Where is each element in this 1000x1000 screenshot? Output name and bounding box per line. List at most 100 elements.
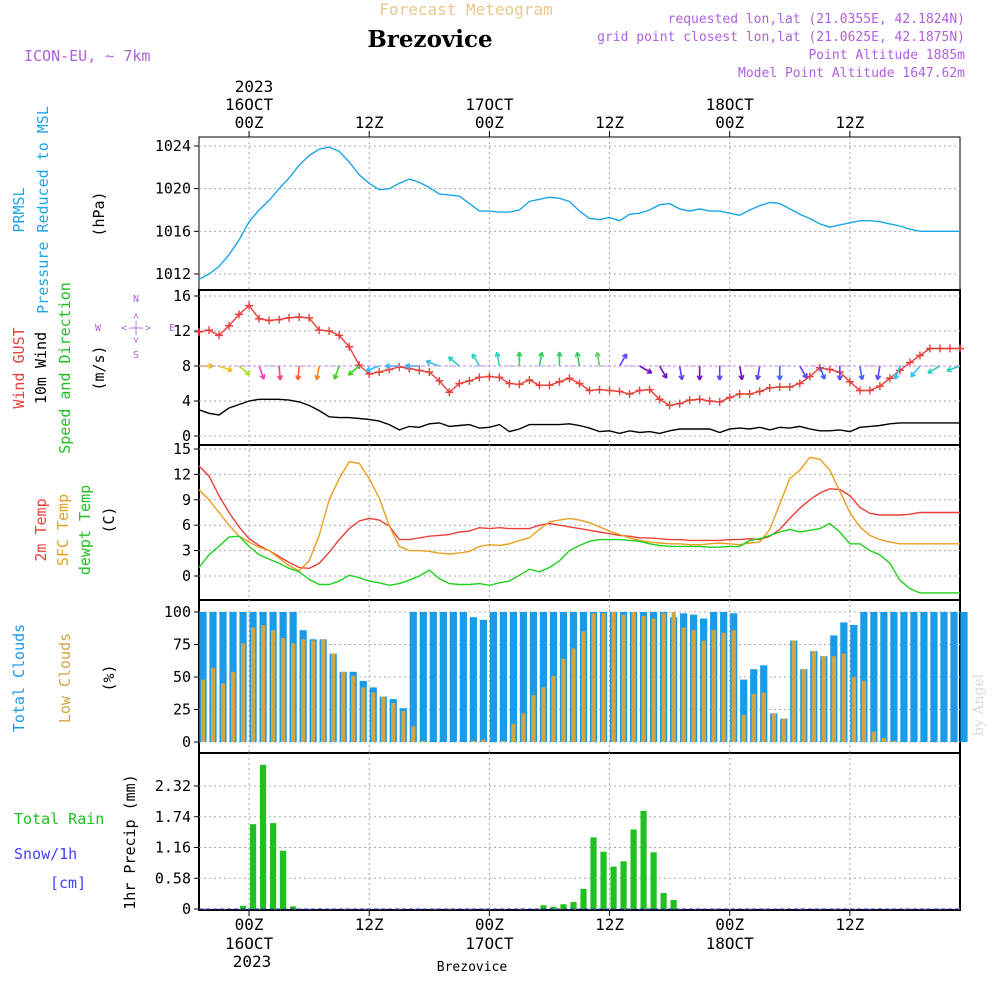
- bar-total-rain: [570, 902, 577, 909]
- wind-arrow: [738, 365, 743, 380]
- gust-marker: [956, 344, 964, 353]
- bar-low-clouds: [411, 726, 416, 742]
- gust-marker: [285, 313, 294, 322]
- ytick-label: 0: [182, 567, 191, 585]
- precip-label-3: [cm]: [50, 874, 86, 892]
- bar-low-clouds: [831, 656, 836, 742]
- bar-total-clouds: [479, 619, 487, 742]
- wind-arrowhead: [893, 374, 900, 380]
- wind-arrow: [448, 356, 460, 367]
- series-line-2m-temp: [198, 465, 960, 570]
- bar-low-clouds: [351, 675, 356, 742]
- bar-total-rain: [670, 899, 677, 909]
- precip-ylabel: 1hr Precip (mm): [121, 774, 139, 909]
- wind-arrowhead: [875, 374, 882, 381]
- bar-low-clouds: [681, 627, 686, 742]
- wind-label-2: 10m Wind: [32, 332, 50, 404]
- gust-marker: [445, 388, 454, 397]
- wind-arrowhead: [314, 374, 321, 381]
- gust-marker: [545, 381, 554, 390]
- bar-low-clouds: [331, 653, 336, 742]
- bar-low-clouds: [321, 639, 326, 742]
- ytick-label: 2.32: [155, 777, 191, 795]
- bar-low-clouds: [621, 614, 626, 742]
- gust-marker: [245, 301, 254, 310]
- point-altitude: Point Altitude 1885m: [808, 48, 965, 63]
- ytick-label: 1024: [155, 137, 191, 155]
- cloud-ylabel: (%): [100, 664, 118, 691]
- wind-arrow: [658, 365, 668, 379]
- wind-arrowhead: [820, 374, 827, 380]
- precip-label-2: Snow/1h: [14, 845, 77, 863]
- gust-marker: [535, 381, 544, 390]
- bar-total-rain: [280, 850, 287, 909]
- gust-marker: [375, 368, 384, 377]
- wind-arrowhead: [494, 351, 501, 358]
- wind-arrowhead: [471, 353, 478, 359]
- wind-arrow: [278, 365, 282, 381]
- wind-arrowhead: [347, 370, 354, 376]
- ytick-label: 1.16: [155, 839, 191, 857]
- gust-marker: [935, 344, 944, 353]
- gust-marker: [435, 376, 444, 385]
- wind-arrowhead: [776, 375, 783, 381]
- gust-marker: [255, 314, 264, 323]
- wind-arrowhead: [556, 351, 563, 357]
- gust-marker: [555, 377, 564, 386]
- gust-marker: [785, 383, 794, 391]
- bar-total-rain: [600, 851, 607, 909]
- bar-total-rain: [239, 905, 247, 909]
- wind-arrowhead: [276, 375, 284, 381]
- bar-low-clouds: [891, 740, 897, 742]
- bar-low-clouds: [291, 643, 296, 742]
- ytick-label: 75: [173, 636, 191, 654]
- ytick-label: 16: [173, 287, 191, 305]
- gust-marker: [215, 331, 224, 340]
- wind-arrowhead: [538, 351, 545, 358]
- bar-total-clouds: [740, 679, 748, 742]
- wind-arrowhead: [425, 359, 432, 366]
- ytick-label: 12: [173, 465, 191, 483]
- gust-marker: [825, 365, 834, 374]
- series-line-dewpt-temp: [198, 522, 960, 594]
- bar-total-clouds: [489, 612, 497, 742]
- bar-low-clouds: [421, 740, 426, 742]
- bar-total-clouds: [459, 612, 467, 742]
- gust-marker: [725, 393, 734, 402]
- gust-marker: [885, 374, 894, 383]
- wind-arrow: [218, 365, 233, 372]
- bar-total-rain: [590, 837, 597, 909]
- cloud-label-2: Low Clouds: [56, 633, 74, 723]
- bar-low-clouds: [501, 740, 506, 742]
- precip-labels: Total Rain Snow/1h [cm] 1hr Precip (mm): [14, 774, 139, 909]
- temp-label-3: dewpt Temp: [76, 485, 94, 575]
- panel-1: 0 4 8 12 16: [173, 287, 964, 446]
- temp-label-2: SFC Temp: [54, 494, 72, 566]
- top-hour: 12Z: [355, 113, 384, 132]
- bar-total-clouds: [910, 612, 918, 742]
- bar-total-clouds: [950, 612, 958, 742]
- temp-label-1: 2m Temp: [32, 498, 50, 561]
- gust-marker: [335, 331, 344, 340]
- footer-location: Brezovice: [437, 960, 508, 975]
- wind-arrow: [258, 365, 265, 380]
- bar-low-clouds: [701, 640, 706, 742]
- gust-marker: [685, 396, 694, 405]
- ytick-label: 0: [182, 900, 191, 918]
- ytick-label: 25: [173, 701, 191, 719]
- bottom-hour: 12Z: [835, 915, 864, 934]
- wind-arrowhead: [738, 374, 745, 381]
- wind-arrowhead: [447, 356, 454, 362]
- gust-marker: [515, 380, 524, 389]
- gust-marker: [455, 379, 464, 388]
- bar-low-clouds: [210, 667, 216, 742]
- wind-arrow: [927, 365, 941, 374]
- bar-low-clouds: [861, 680, 866, 742]
- gust-marker: [855, 386, 864, 395]
- ytick-label: 100: [164, 603, 191, 621]
- requested-coords: requested lon,lat (21.0355E, 42.1824N): [668, 12, 965, 27]
- panel-frame: [198, 289, 961, 446]
- bar-total-clouds: [870, 612, 878, 742]
- bar-total-clouds: [930, 612, 938, 742]
- top-hour: 12Z: [595, 113, 624, 132]
